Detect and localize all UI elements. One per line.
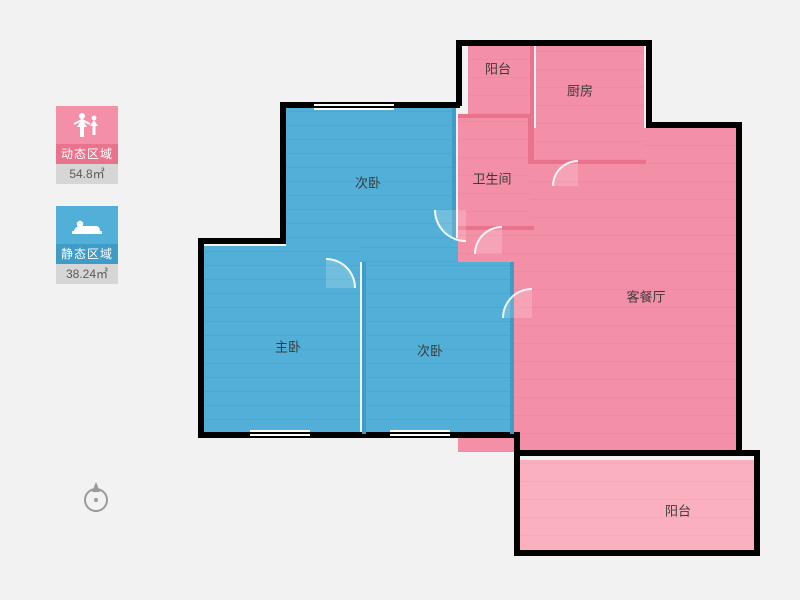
wall-0 [198,238,204,438]
wall-5 [456,40,462,106]
legend-dynamic-label: 动态区域 [56,144,118,164]
wall-7 [646,40,652,126]
room-label-kitchen: 厨房 [567,81,593,100]
inner-wall-4 [528,114,532,164]
room-balcony_n [468,46,530,114]
wall-12 [514,550,760,556]
wall-11 [514,432,520,456]
legend-static-label: 静态区域 [56,244,118,264]
inner-wall-1 [458,114,534,118]
wall-14 [754,456,760,554]
inner-wall-7 [510,262,514,434]
room-label-balcony_n: 阳台 [485,59,511,78]
wall-8 [646,122,742,128]
window-2 [314,104,394,112]
room-label-balcony_s: 阳台 [665,501,691,520]
compass-icon [78,480,114,516]
legend-static-value: 38.24㎡ [56,264,118,284]
wall-3 [280,102,286,244]
room-balcony_s [520,460,754,554]
window-1 [390,430,450,438]
legend-dynamic-value: 54.8㎡ [56,164,118,184]
room-label-bath: 卫生间 [472,169,511,188]
sleep-icon [56,206,118,244]
wall-2 [198,238,286,244]
wall-13 [514,456,520,554]
inner-wall-2 [530,160,646,164]
wall-6 [456,40,652,46]
window-0 [250,430,310,438]
room-kitchen [536,46,644,160]
floor-plan: 客餐厅阳台厨房阳台卫生间次卧主卧次卧 [180,26,780,586]
legend-static: 静态区域 38.24㎡ [56,206,118,284]
wall-9 [736,122,742,454]
legend-panel: 动态区域 54.8㎡ 静态区域 38.24㎡ [56,106,128,306]
room-label-bed2b: 次卧 [417,341,443,360]
wall-1 [198,432,518,438]
inner-wall-5 [362,262,366,434]
wall-10 [514,450,760,456]
legend-dynamic: 动态区域 54.8㎡ [56,106,118,184]
room-label-master: 主卧 [275,337,301,356]
room-label-living: 客餐厅 [626,287,665,306]
room-label-bed2a: 次卧 [355,173,381,192]
people-icon [56,106,118,144]
